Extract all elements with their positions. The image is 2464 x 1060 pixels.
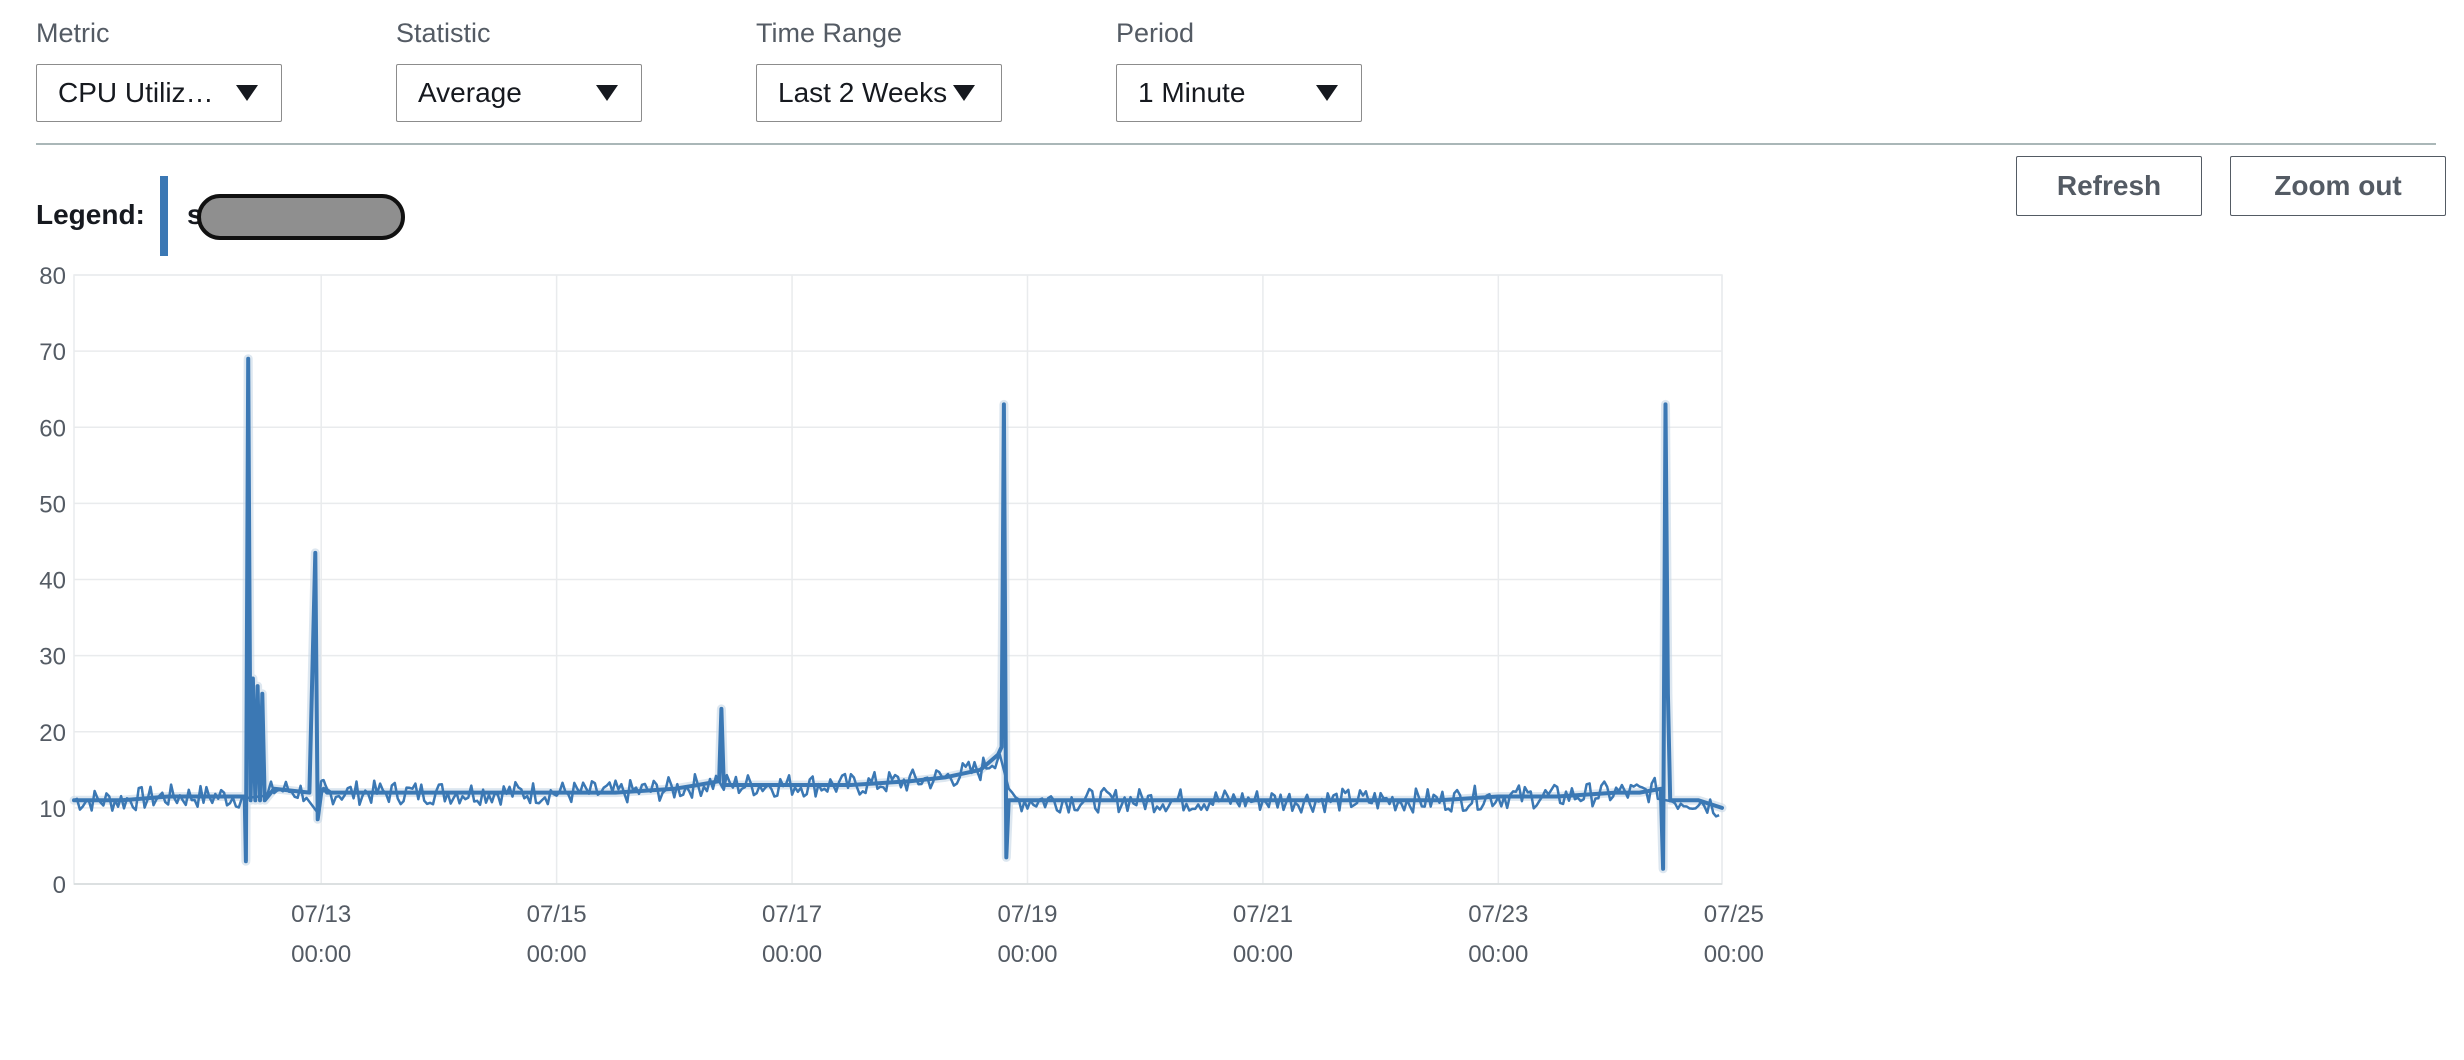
x-tick-label-time: 00:00	[997, 941, 1057, 968]
x-tick-label-date: 07/19	[997, 901, 1057, 928]
statistic-label: Statistic	[396, 18, 491, 48]
period-select[interactable]: 1 Minute	[1116, 64, 1362, 122]
legend-color-swatch	[160, 176, 168, 256]
y-tick-label: 80	[39, 263, 66, 290]
y-tick-label: 40	[39, 568, 66, 595]
y-tick-label: 50	[39, 491, 66, 518]
x-tick-label-date: 07/13	[291, 901, 351, 928]
refresh-button[interactable]: Refresh	[2016, 156, 2202, 216]
y-tick-label: 70	[39, 339, 66, 366]
zoom-out-button[interactable]: Zoom out	[2230, 156, 2446, 216]
legend-label: Legend:	[36, 199, 145, 230]
period-select-value: 1 Minute	[1138, 77, 1246, 108]
time-range-select-value: Last 2 Weeks	[778, 77, 948, 108]
x-tick-label-time: 00:00	[1468, 941, 1528, 968]
caret-down-icon	[953, 85, 975, 101]
time-range-label: Time Range	[756, 18, 903, 48]
x-tick-label-time: 00:00	[1233, 941, 1293, 968]
caret-down-icon	[1316, 85, 1338, 101]
metric-select[interactable]: CPU Utiliz…	[36, 64, 282, 122]
y-tick-label: 60	[39, 415, 66, 442]
redaction-mark	[197, 194, 405, 240]
x-tick-label-time: 00:00	[291, 941, 351, 968]
controls-divider	[36, 143, 2436, 145]
x-tick-label-date: 07/15	[527, 901, 587, 928]
series-layer	[69, 354, 1727, 874]
x-tick-label-date: 07/17	[762, 901, 822, 928]
statistic-select-value: Average	[418, 77, 522, 108]
x-axis: 07/13 00:00 07/15 00:00 07/17 00:00 07/19 00:00…	[74, 883, 1764, 968]
metric-control: Metric CPU Utiliz…	[36, 16, 282, 122]
x-tick-label-date: 07/23	[1468, 901, 1528, 928]
y-tick-label: 10	[39, 796, 66, 823]
y-tick-label: 0	[53, 872, 66, 899]
x-tick-label-time: 00:00	[762, 941, 822, 968]
y-tick-label: 20	[39, 720, 66, 747]
x-tick-label-time: 00:00	[1704, 941, 1764, 968]
x-tick-label-date: 07/21	[1233, 901, 1293, 928]
metric-select-value: CPU Utiliz…	[58, 77, 214, 108]
metric-label: Metric	[36, 18, 110, 48]
time-range-control: Time Range Last 2 Weeks	[756, 16, 1002, 122]
statistic-select[interactable]: Average	[396, 64, 642, 122]
x-tick-label-date: 07/25	[1704, 901, 1764, 928]
chart-grid	[73, 274, 1723, 885]
caret-down-icon	[236, 85, 258, 101]
caret-down-icon	[596, 85, 618, 101]
y-axis: 0 10 20 30 40 50 60 70 80	[39, 263, 66, 899]
statistic-control: Statistic Average	[396, 16, 642, 122]
time-range-select[interactable]: Last 2 Weeks	[756, 64, 1002, 122]
y-tick-label: 30	[39, 644, 66, 671]
period-control: Period 1 Minute	[1116, 16, 1362, 122]
x-tick-label-time: 00:00	[527, 941, 587, 968]
series-line-detail	[73, 753, 1720, 818]
period-label: Period	[1116, 18, 1195, 48]
